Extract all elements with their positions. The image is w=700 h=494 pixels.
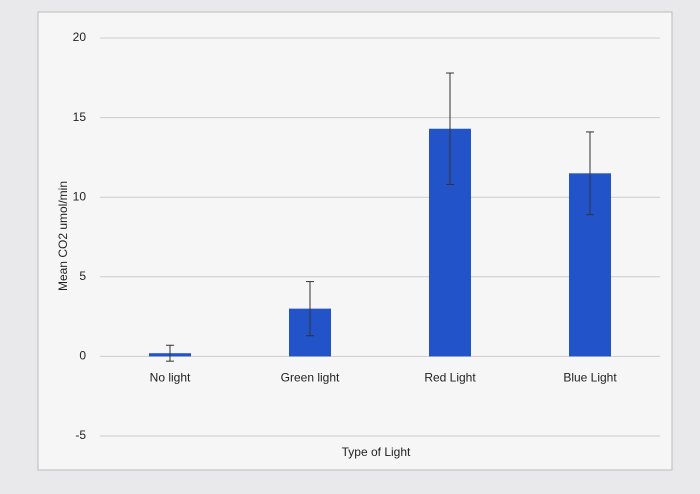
error-bar	[306, 281, 314, 337]
x-tick-label: No light	[150, 371, 191, 385]
x-axis-label: Type of Light	[342, 445, 411, 459]
x-tick-label: Blue Light	[563, 371, 617, 385]
y-tick-label: -5	[75, 428, 86, 442]
y-tick-label: 5	[79, 269, 86, 283]
x-tick-label: Green light	[281, 371, 340, 385]
y-tick-label: 10	[73, 189, 87, 203]
error-bar	[586, 131, 594, 216]
chart-frame	[37, 11, 673, 471]
y-axis-label: Mean CO2 umol/min	[56, 181, 70, 291]
error-bar	[166, 344, 174, 362]
y-tick-label: 0	[79, 349, 86, 363]
y-tick-label: 15	[73, 110, 87, 124]
error-bar	[446, 72, 454, 185]
y-tick-label: 20	[73, 30, 87, 44]
x-tick-label: Red Light	[424, 371, 476, 385]
